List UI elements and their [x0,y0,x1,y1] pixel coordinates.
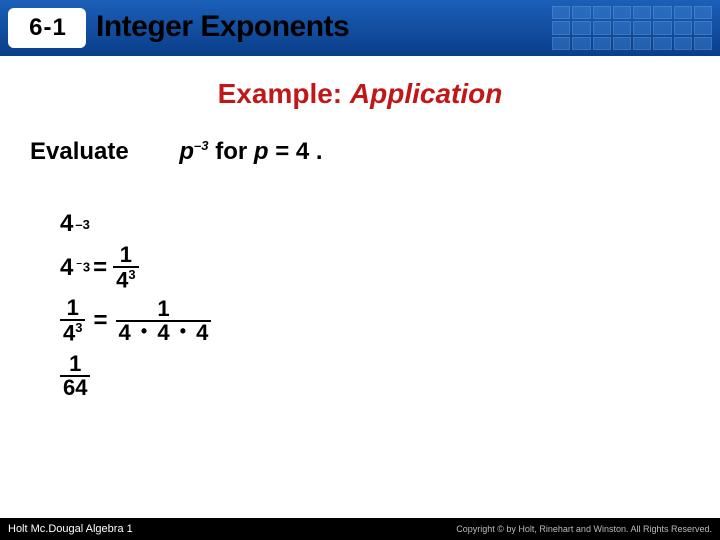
s3-left-num: 1 [64,297,82,319]
prompt-exp: –3 [194,138,208,153]
dot-icon: • [141,321,147,341]
s2-frac: 1 43 [113,244,138,291]
s2-exp: 3 [83,259,90,274]
badge-left: 6 [29,14,41,42]
prompt-line: Evaluate p–3 for p = 4 . [30,138,720,166]
prompt-var: p [179,138,194,165]
prompt-eq: = 4 [275,138,309,165]
header-bar: 6 - 1 Integer Exponents [0,0,720,56]
dot-icon: • [180,321,186,341]
s4-frac: 1 64 [60,353,90,399]
lesson-badge: 6 - 1 [8,8,86,48]
s3-b: 4 [157,320,169,345]
badge-dash: - [44,14,51,42]
s2-eq: = [93,254,107,282]
s3-eq: = [93,307,107,335]
example-subtitle: Example: Application [0,78,720,110]
s3-left-den-exp: 3 [75,320,82,335]
grid-decoration [552,6,712,50]
footer-left: Holt Mc.Dougal Algebra 1 [8,523,133,535]
s2-base: 4 [60,254,73,282]
s3-left-frac: 1 43 [60,297,85,344]
s2-den-exp: 3 [128,267,135,282]
worked-steps: 4–3 4–3 = 1 43 1 43 = 1 4 • 4 • 4 [60,210,720,399]
s4-den: 64 [60,375,90,399]
application-label: Application [350,78,502,109]
s4-num: 1 [66,353,84,375]
prompt-tail: . [316,138,323,165]
s3-left-den-base: 4 [63,321,75,346]
s3-right-frac: 1 4 • 4 • 4 [116,298,212,344]
prompt-mid: for [215,138,254,165]
s3-c: 4 [196,320,208,345]
prompt-lead: Evaluate [30,138,129,165]
footer-right: Copyright © by Holt, Rinehart and Winsto… [456,524,712,534]
prompt-var2: p [254,138,269,165]
s1-exp: –3 [75,217,89,232]
s3-a: 4 [119,320,131,345]
step-1: 4–3 [60,210,720,238]
step-4: 1 64 [60,353,720,399]
footer-bar: Holt Mc.Dougal Algebra 1 Copyright © by … [0,518,720,540]
step-2: 4–3 = 1 43 [60,244,720,291]
s2-den-base: 4 [116,267,128,292]
step-3: 1 43 = 1 4 • 4 • 4 [60,297,720,344]
s2-num: 1 [117,244,135,266]
badge-right: 1 [53,14,65,42]
s1-base: 4 [60,210,73,238]
example-label: Example: [218,78,343,109]
s3-right-num: 1 [154,298,172,320]
header-title: Integer Exponents [96,10,349,44]
